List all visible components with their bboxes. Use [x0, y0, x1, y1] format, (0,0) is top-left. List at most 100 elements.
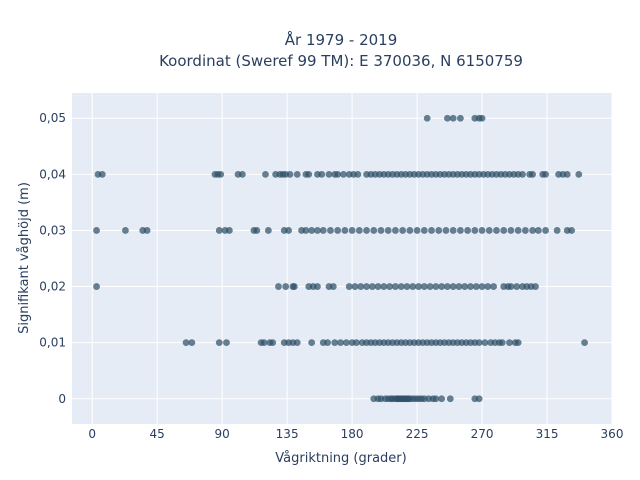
data-point — [449, 227, 457, 234]
data-point — [507, 283, 515, 290]
y-tick-label: 0,02 — [39, 280, 66, 294]
data-point — [432, 283, 440, 290]
data-point — [438, 283, 446, 290]
data-point — [397, 283, 405, 290]
data-point — [428, 227, 435, 234]
data-point — [318, 170, 326, 178]
data-point — [370, 227, 378, 234]
y-axis-title: Signifikant våghöjd (m) — [17, 182, 32, 334]
x-tick-label: 225 — [406, 427, 429, 441]
data-point — [331, 339, 339, 347]
data-point — [319, 227, 327, 234]
data-point — [423, 114, 431, 122]
data-point — [98, 170, 106, 178]
data-point — [435, 227, 443, 234]
data-point — [314, 283, 321, 290]
data-point — [446, 395, 454, 403]
data-point — [308, 339, 316, 347]
data-point — [351, 283, 359, 290]
data-point — [471, 227, 479, 234]
data-point — [442, 227, 450, 234]
data-point — [348, 227, 356, 234]
data-point — [286, 170, 294, 178]
data-point — [363, 227, 370, 234]
chart-title-line1: År 1979 - 2019 — [285, 30, 398, 49]
data-point — [461, 283, 469, 290]
data-point — [253, 227, 261, 234]
x-tick-label: 135 — [276, 427, 299, 441]
data-point — [377, 227, 385, 234]
data-point — [467, 283, 474, 290]
data-point — [475, 395, 483, 403]
data-point — [327, 227, 334, 234]
y-tick-label: 0,05 — [39, 111, 66, 125]
data-point — [290, 283, 298, 290]
data-point — [93, 227, 100, 234]
data-point — [215, 339, 223, 347]
data-point — [363, 283, 370, 290]
data-point — [521, 227, 529, 234]
data-point — [575, 170, 583, 178]
data-point — [143, 227, 151, 234]
data-point — [534, 227, 542, 234]
data-point — [122, 227, 129, 234]
data-point — [275, 283, 282, 290]
data-point — [260, 339, 268, 347]
y-tick-label: 0,01 — [39, 336, 66, 350]
data-point — [478, 227, 486, 234]
y-tick-label: 0,04 — [39, 167, 66, 181]
data-point — [455, 283, 463, 290]
data-point — [449, 114, 457, 122]
x-tick-label: 270 — [471, 427, 494, 441]
data-point — [478, 114, 486, 122]
data-point — [399, 227, 407, 234]
data-point — [449, 283, 457, 290]
data-point — [542, 170, 549, 178]
data-point — [325, 170, 333, 178]
data-point — [305, 170, 313, 178]
data-point — [475, 339, 483, 347]
data-point — [293, 339, 301, 347]
data-point — [409, 283, 417, 290]
data-point — [384, 227, 392, 234]
data-point — [392, 227, 399, 234]
data-point — [542, 227, 549, 234]
data-point — [342, 339, 350, 347]
data-point — [262, 170, 269, 178]
data-point — [484, 283, 492, 290]
data-point — [529, 170, 536, 178]
data-point — [182, 339, 190, 347]
data-point — [420, 227, 428, 234]
x-tick-label: 315 — [536, 427, 559, 441]
data-point — [472, 283, 480, 290]
data-point — [308, 227, 316, 234]
data-points — [93, 114, 588, 403]
data-point — [415, 283, 422, 290]
data-point — [215, 227, 223, 234]
data-point — [355, 227, 363, 234]
data-point — [464, 227, 472, 234]
data-point — [506, 339, 513, 347]
data-point — [420, 283, 428, 290]
data-point — [293, 170, 301, 178]
data-point — [386, 283, 394, 290]
plot-area — [72, 93, 612, 424]
x-tick-labels: 0 45 90 135 180 225 270 315 360 — [88, 427, 623, 441]
chart-title-line2: Koordinat (Sweref 99 TM): E 370036, N 61… — [159, 52, 523, 70]
data-point — [568, 227, 575, 234]
data-point — [529, 227, 536, 234]
data-point — [354, 170, 362, 178]
data-point — [413, 227, 421, 234]
data-point — [456, 227, 464, 234]
data-point — [438, 395, 446, 403]
data-point — [217, 170, 225, 178]
data-point — [324, 339, 331, 347]
data-point — [493, 227, 500, 234]
y-tick-label: 0 — [58, 392, 66, 406]
data-point — [357, 283, 365, 290]
data-point — [392, 283, 399, 290]
data-point — [444, 283, 451, 290]
data-point — [329, 283, 337, 290]
